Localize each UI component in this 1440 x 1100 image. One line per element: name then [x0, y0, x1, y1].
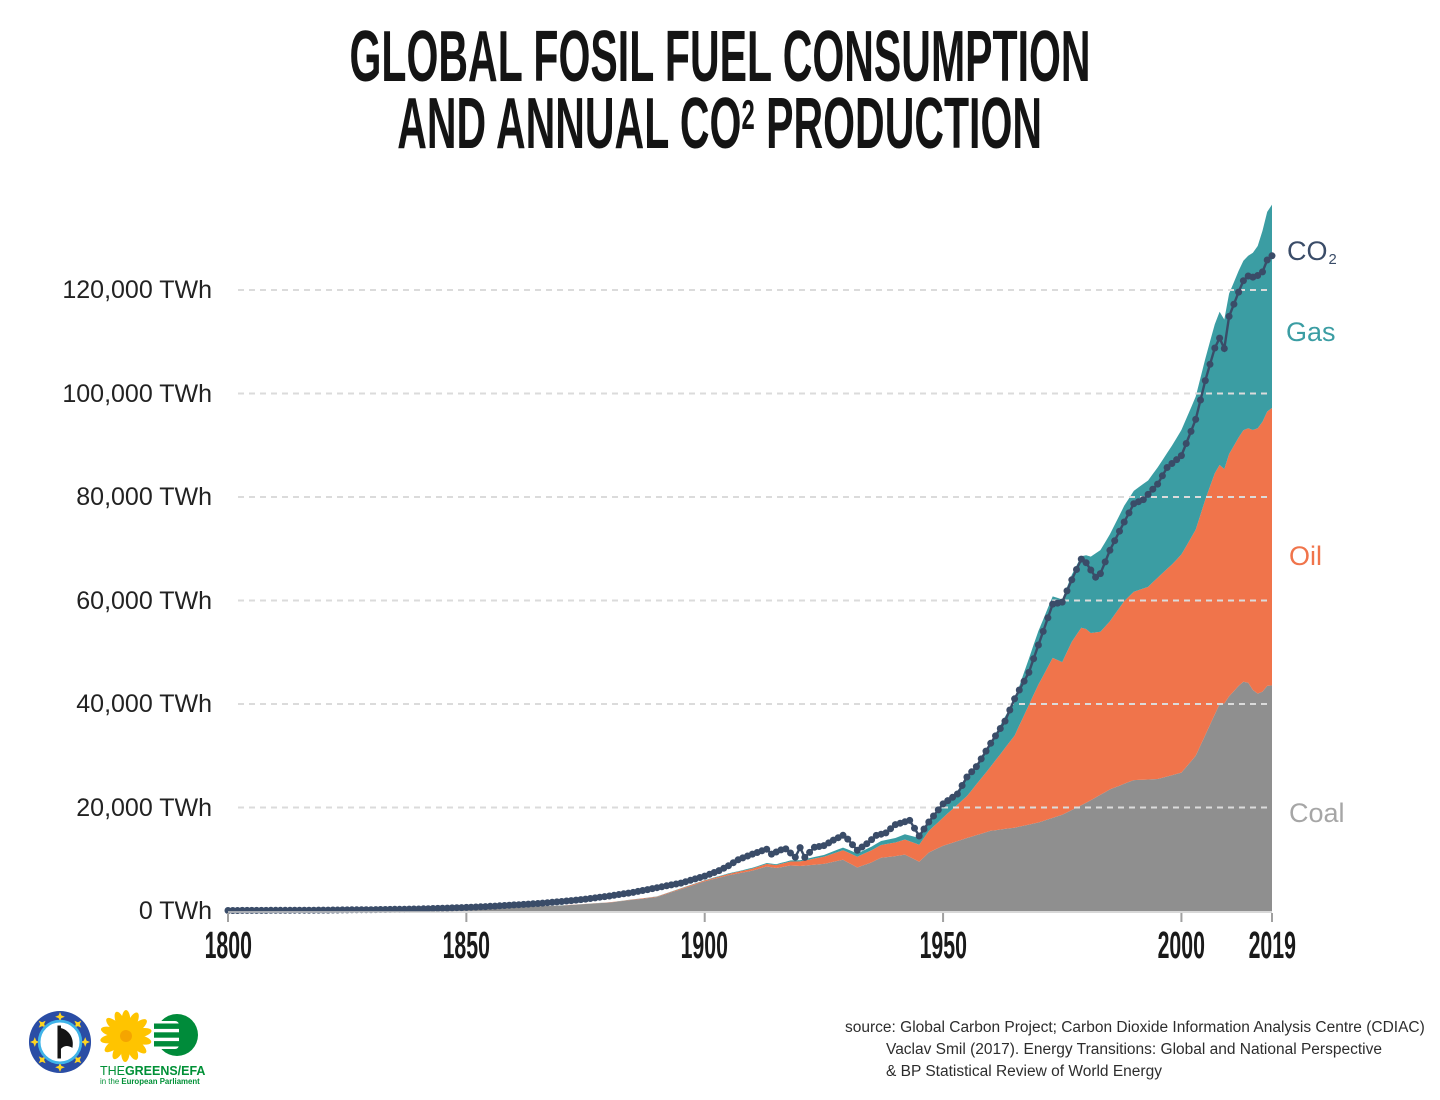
x-axis — [227, 911, 1273, 922]
pirate-logo-stars — [29, 1011, 91, 1073]
x-axis-label: 1900 — [681, 925, 729, 967]
green-plug-icon — [152, 1014, 198, 1056]
pirate-sail-icon — [57, 1025, 73, 1059]
y-axis-label: 20,000 TWh — [76, 793, 212, 822]
greens-efa-logo-graphic — [100, 1010, 198, 1062]
x-axis-label: 2000 — [1157, 925, 1206, 967]
legend-gas-label: Gas — [1286, 317, 1336, 347]
area-gas — [228, 204, 1272, 911]
greens-efa-wordmark: THEGREENS/EFA — [100, 1063, 206, 1078]
title-superscript: 2 — [741, 91, 756, 139]
area-coal — [228, 681, 1272, 911]
area-oil — [228, 407, 1272, 911]
legend-oil-label: Oil — [1289, 541, 1322, 571]
sunflower-icon — [100, 1010, 152, 1062]
source-line1: source: Global Carbon Project; Carbon Di… — [845, 1019, 1425, 1036]
y-axis-label: 40,000 TWh — [76, 690, 212, 718]
y-axis-label: 0 TWh — [138, 897, 212, 925]
x-axis-label: 1850 — [442, 925, 491, 967]
source-line3: & BP Statistical Review of World Energy — [886, 1063, 1162, 1080]
x-axis-label: 1950 — [919, 925, 967, 967]
y-axis-label: 60,000 TWh — [76, 586, 212, 615]
chart-title-line2: AND ANNUAL CO2 PRODUCTION — [397, 84, 1043, 164]
y-axis-label: 80,000 TWh — [76, 483, 212, 511]
legend-co2-label: CO2 — [1287, 236, 1337, 269]
greens-efa-tagline: in the European Parliament — [100, 1077, 200, 1086]
stacked-areas — [228, 204, 1272, 911]
source-line2: Vaclav Smil (2017). Energy Transitions: … — [886, 1041, 1382, 1058]
pirate-party-logo — [28, 1010, 92, 1074]
y-axis-label: 100,000 TWh — [62, 379, 212, 408]
gridlines — [238, 289, 1272, 809]
x-axis-label: 2019 — [1248, 925, 1296, 967]
footer-logos: THEGREENS/EFA in the European Parliament — [28, 1010, 206, 1087]
greens-efa-logo: THEGREENS/EFA in the European Parliament — [100, 1010, 206, 1087]
x-axis-label: 1800 — [204, 925, 252, 967]
legend-coal-label: Coal — [1289, 798, 1345, 828]
chart-title: GLOBAL FOSIL FUEL CONSUMPTION AND ANNUAL… — [0, 17, 1440, 167]
chart-title-line1: GLOBAL FOSIL FUEL CONSUMPTION — [349, 17, 1091, 97]
y-axis-label: 120,000 TWh — [62, 276, 212, 304]
source-attribution: source: Global Carbon Project; Carbon Di… — [845, 1017, 1425, 1083]
